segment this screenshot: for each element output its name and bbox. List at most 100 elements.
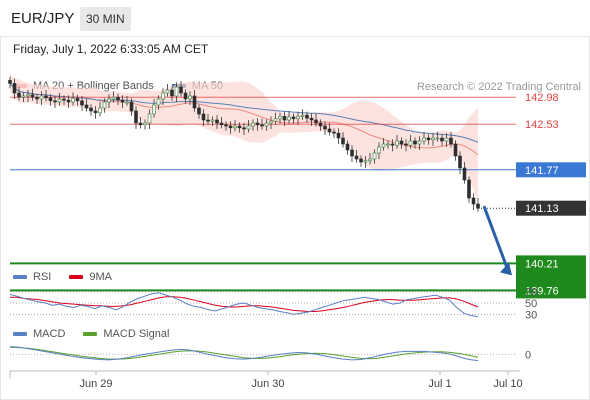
timeframe-badge[interactable]: 30 MIN (80, 7, 131, 31)
candle-body (314, 119, 318, 124)
legend-swatch-rsi (13, 275, 27, 279)
legend-item-macd: MACD (13, 328, 65, 340)
candle-body (233, 125, 237, 129)
support-tag (516, 255, 586, 299)
legend-swatch-macd-signal (83, 332, 98, 336)
candle-body (359, 158, 363, 163)
candle-body (471, 197, 476, 205)
timestamp: Friday, July 1, 2022 6:33:05 AM CET (13, 42, 209, 56)
candle-body (120, 99, 125, 103)
header: EUR/JPY 30 MIN (0, 0, 590, 36)
candle-body (422, 137, 426, 142)
candle-body (89, 107, 93, 112)
candle-body (309, 117, 314, 121)
candle-body (251, 122, 255, 127)
legend-swatch-macd (13, 332, 27, 336)
candle-body (62, 98, 66, 101)
candle-body (134, 110, 138, 124)
candle-body (197, 107, 201, 115)
candle-body (467, 179, 471, 199)
candle-body (30, 94, 35, 98)
legend-item-macd-signal: MACD Signal (83, 328, 169, 340)
candle-body (152, 104, 156, 115)
candle-body (291, 116, 296, 120)
rsi-level-label: 30 (525, 309, 537, 321)
candle-body (395, 140, 399, 146)
candle-body (206, 119, 210, 122)
candle-body (174, 86, 179, 97)
candle-body (327, 128, 332, 133)
candle-body (350, 149, 354, 157)
candle-body (228, 125, 233, 129)
candle-body (408, 140, 413, 146)
candle-body (332, 131, 336, 134)
candle-body (453, 143, 458, 157)
candle-body (219, 122, 224, 126)
rsi-legend: RSI 9MA (13, 271, 130, 283)
legend-label-rsi: RSI (33, 271, 52, 283)
candle-body (264, 122, 269, 127)
candle-body (57, 98, 62, 103)
rsi-line (9, 292, 479, 318)
macd-legend: MACD MACD Signal (13, 328, 187, 340)
source-credit: Research © 2022 Trading Central (416, 81, 581, 93)
candle-body (372, 152, 377, 160)
pivot-tag (516, 162, 586, 178)
candle-body (404, 143, 408, 146)
candle-body (107, 98, 111, 103)
candle-body (345, 143, 350, 151)
candle-body (39, 95, 44, 100)
candle-body (143, 122, 147, 126)
candle-body (12, 83, 17, 94)
support-label: 140.21 (525, 258, 559, 270)
candle-body (336, 132, 341, 139)
candle-body (381, 143, 386, 148)
candle-body (449, 137, 453, 145)
candle-body (318, 122, 323, 127)
candle-body (278, 116, 282, 120)
candle-body (138, 122, 143, 126)
candle-body (476, 203, 480, 209)
macd-line (9, 346, 479, 362)
candle-body (255, 122, 260, 126)
candle-body (390, 143, 395, 146)
candle-body (116, 96, 120, 101)
candle-body (237, 125, 242, 129)
resistance-label: 142.98 (525, 92, 559, 104)
candle-body (102, 101, 107, 109)
candle-body (215, 119, 219, 124)
candle-body (183, 92, 188, 100)
candle-body (188, 95, 192, 100)
legend-label-macd-signal: MACD Signal (103, 328, 170, 340)
candle-body (426, 137, 431, 141)
candle-body (111, 96, 116, 100)
candle-body (156, 98, 161, 106)
candle-body (93, 110, 98, 114)
candle-body (147, 113, 152, 124)
rsi-level-label: 70 (525, 287, 537, 299)
candle-body (296, 116, 300, 120)
candle-body (300, 114, 305, 117)
rsi-level-label: 50 (525, 298, 537, 310)
pivot-label: 141.77 (525, 165, 559, 177)
candle-body (242, 127, 246, 130)
legend-swatch-9ma (69, 275, 84, 279)
candle-body (98, 107, 102, 114)
candle-body (192, 95, 197, 109)
candle-body (161, 92, 165, 100)
candle-body (273, 118, 278, 122)
support-label: 139.76 (525, 285, 559, 297)
candle-body (377, 146, 381, 154)
candle-body (260, 124, 264, 127)
legend-item-9ma: 9MA (69, 271, 112, 283)
candle-body (84, 104, 89, 109)
candle-body (48, 97, 53, 102)
candle-body (305, 114, 309, 119)
x-tick-label: Jul 10 (493, 378, 522, 390)
resistance-label: 142.53 (525, 119, 559, 131)
currency-pair-title: EUR/JPY (11, 10, 75, 27)
candle-body (66, 99, 71, 103)
candle-body (417, 140, 422, 145)
